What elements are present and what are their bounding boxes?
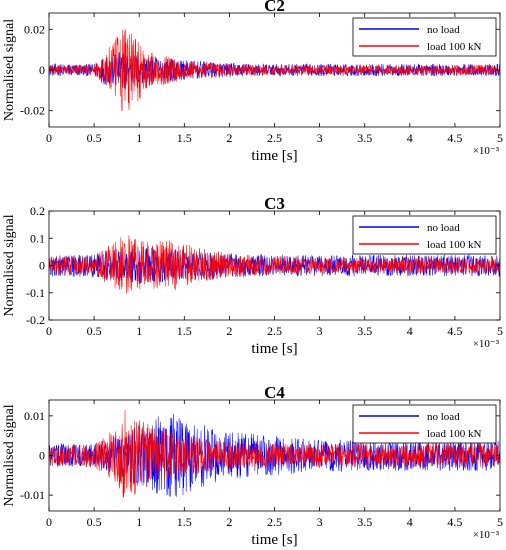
x-tick-label: 3.5 (357, 324, 372, 338)
x-tick-label: 1.5 (177, 515, 192, 529)
x-tick-label: 2.5 (267, 131, 282, 145)
x-tick-label: 3.5 (357, 131, 372, 145)
x-axis-label: time [s] (251, 532, 297, 548)
signal-load-100-kn (49, 409, 500, 498)
legend-box (352, 215, 497, 255)
x-axis-exponent: ×10⁻³ (473, 529, 500, 541)
x-tick-label: 4 (407, 324, 413, 338)
legend-box (352, 17, 497, 57)
x-tick-label: 3 (317, 324, 323, 338)
x-tick-label: 2.5 (267, 324, 282, 338)
chart-title: C4 (264, 383, 285, 402)
x-tick-label: 1.5 (177, 131, 192, 145)
legend-label: no load (427, 222, 460, 234)
x-tick-label: 0 (46, 324, 52, 338)
chart-title: C3 (264, 194, 285, 213)
signal-load-100-kn (49, 235, 500, 294)
legend-label: load 100 kN (427, 41, 481, 53)
legend: no load load 100 kN (352, 404, 497, 444)
y-tick-label: -0.02 (20, 104, 45, 118)
y-tick-label: 0 (39, 63, 45, 77)
y-tick-label: 0.01 (24, 409, 45, 423)
x-tick-label: 4.5 (447, 131, 462, 145)
y-tick-label: 0 (39, 449, 45, 463)
x-tick-label: 5 (497, 324, 503, 338)
y-tick-label: 0.1 (30, 231, 45, 245)
legend-label: load 100 kN (427, 428, 481, 440)
chart-title: C2 (264, 0, 285, 15)
y-tick-label: 0.02 (24, 22, 45, 36)
panel-c3: 0 0.5 1 1.5 2 2.5 3 3.5 4 4.5 5 0.2 0.1 0 -0.1 -0.2 C3 ti… (2, 194, 503, 357)
legend-label: no load (427, 411, 460, 423)
y-tick-label: 0.2 (30, 204, 45, 218)
x-tick-label: 3.5 (357, 515, 372, 529)
x-tick-label: 2 (226, 515, 232, 529)
y-tick-label: -0.2 (26, 313, 45, 327)
x-tick-label: 2.5 (267, 515, 282, 529)
legend-box (352, 404, 497, 444)
x-tick-label: 1 (136, 131, 142, 145)
x-tick-label: 0 (46, 515, 52, 529)
x-tick-label: 1 (136, 515, 142, 529)
x-tick-label: 4 (407, 131, 413, 145)
x-tick-label: 0 (46, 131, 52, 145)
x-tick-label: 5 (497, 515, 503, 529)
y-axis-label: Normalised signal (2, 214, 17, 316)
y-tick-label: 0 (39, 259, 45, 273)
x-axis-exponent: ×10⁻³ (473, 338, 500, 350)
y-tick-label: -0.1 (26, 286, 45, 300)
y-axis-label: Normalised signal (2, 19, 17, 121)
x-tick-label: 3 (317, 131, 323, 145)
x-tick-label: 1 (136, 324, 142, 338)
x-tick-label: 1.5 (177, 324, 192, 338)
y-tick-label: -0.01 (20, 488, 45, 502)
x-axis-label: time [s] (251, 148, 297, 164)
legend: no load load 100 kN (352, 215, 497, 255)
x-axis-exponent: ×10⁻³ (473, 145, 500, 157)
legend-label: no load (427, 24, 460, 36)
y-axis-label: Normalised signal (2, 404, 17, 506)
x-tick-label: 0.5 (87, 515, 102, 529)
x-tick-label: 0.5 (87, 324, 102, 338)
x-tick-label: 2 (226, 131, 232, 145)
x-tick-label: 0.5 (87, 131, 102, 145)
legend: no load load 100 kN (352, 17, 497, 57)
x-tick-label: 4 (407, 515, 413, 529)
legend-label: load 100 kN (427, 239, 481, 251)
x-tick-label: 4.5 (447, 515, 462, 529)
x-tick-label: 3 (317, 515, 323, 529)
x-tick-label: 4.5 (447, 324, 462, 338)
signal-load-100-kn (49, 29, 500, 112)
x-tick-label: 2 (226, 324, 232, 338)
x-tick-label: 5 (497, 131, 503, 145)
x-axis-label: time [s] (251, 341, 297, 357)
